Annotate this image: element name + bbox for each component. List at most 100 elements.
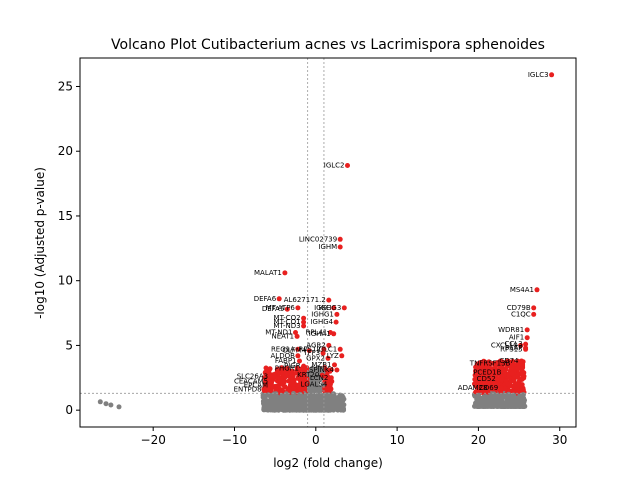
data-point xyxy=(494,362,500,368)
labeled-point xyxy=(519,358,524,364)
data-point xyxy=(341,407,347,413)
data-point xyxy=(498,359,504,364)
data-point xyxy=(325,374,330,380)
labeled-point xyxy=(295,346,301,352)
data-point xyxy=(289,379,295,385)
data-point xyxy=(103,401,109,407)
labeled-point xyxy=(327,381,333,387)
data-point xyxy=(294,394,299,400)
data-point xyxy=(313,369,319,375)
data-point xyxy=(331,394,337,400)
data-point xyxy=(327,368,333,374)
data-point xyxy=(491,375,497,381)
data-point xyxy=(268,388,274,394)
gene-label: ALDOB xyxy=(271,352,296,360)
data-point xyxy=(108,402,114,408)
labeled-point xyxy=(524,327,530,333)
data-point xyxy=(488,369,494,375)
y-tick-label: 15 xyxy=(58,209,73,223)
data-point xyxy=(307,406,313,412)
data-point xyxy=(517,376,523,382)
data-point xyxy=(263,378,269,384)
y-tick-label: 5 xyxy=(65,338,73,352)
gene-label: DEFA6 xyxy=(254,295,277,303)
x-tick-label: 10 xyxy=(389,433,404,447)
data-point xyxy=(519,387,525,393)
gene-label: DEFA5 xyxy=(262,305,284,313)
labeled-point xyxy=(339,353,345,359)
data-point xyxy=(481,402,487,408)
data-point xyxy=(515,358,521,364)
gene-label: RPS12 xyxy=(298,345,320,353)
labeled-point xyxy=(268,383,274,389)
labeled-point xyxy=(325,355,331,361)
data-point xyxy=(476,403,482,409)
labeled-point xyxy=(276,296,282,302)
data-point xyxy=(340,398,346,403)
labeled-point xyxy=(534,287,540,293)
gene-label: IGHM xyxy=(318,243,337,251)
gene-label: PCED1B xyxy=(473,369,501,377)
gene-label: FABP1 xyxy=(275,357,297,365)
data-point xyxy=(273,405,279,411)
gene-label: KRT20 xyxy=(297,371,319,379)
labeled-point xyxy=(510,361,516,367)
gene-label: CD79B xyxy=(507,304,531,312)
data-point xyxy=(318,366,324,372)
data-point xyxy=(303,401,309,407)
labeled-point xyxy=(345,163,350,168)
data-point xyxy=(481,390,486,395)
labeled-point xyxy=(334,367,340,373)
gene-label: ADAM28 xyxy=(458,384,488,392)
gene-label: IGLC1 xyxy=(316,345,337,353)
data-point xyxy=(502,403,508,409)
x-tick-label: 20 xyxy=(471,433,486,447)
labeled-point xyxy=(337,346,343,352)
labeled-point xyxy=(293,330,298,335)
data-point xyxy=(280,407,286,413)
labeled-point xyxy=(498,385,504,391)
gene-label: CD69 xyxy=(479,384,498,392)
labeled-point xyxy=(306,348,312,354)
labeled-point xyxy=(488,385,494,391)
data-point xyxy=(506,391,512,397)
axes-border xyxy=(79,57,577,428)
data-point xyxy=(304,376,310,382)
labeled-point xyxy=(549,72,555,78)
data-point xyxy=(335,400,340,406)
data-point xyxy=(508,397,514,403)
axes-frame xyxy=(79,57,577,428)
gene-label: AIF1 xyxy=(509,334,524,342)
gene-label: CD74 xyxy=(499,357,519,365)
gene-label: LYZ xyxy=(327,352,339,360)
labeled-point xyxy=(320,350,326,356)
labeled-point xyxy=(295,353,301,359)
data-point xyxy=(518,402,523,408)
data-point xyxy=(519,382,525,388)
data-point xyxy=(325,392,331,398)
labeled-point xyxy=(523,346,529,352)
data-point xyxy=(497,365,503,371)
gene-label: GPX2 xyxy=(306,354,325,362)
data-point xyxy=(266,404,271,410)
labeled-point xyxy=(334,311,340,317)
gene-label: LCN2 xyxy=(310,374,328,382)
y-tick-label: 10 xyxy=(58,274,73,288)
labeled-point xyxy=(524,335,530,341)
data-point xyxy=(309,380,315,386)
labeled-point xyxy=(518,342,524,348)
data-point xyxy=(495,382,501,388)
data-point xyxy=(271,395,277,401)
labeled-point xyxy=(331,331,337,337)
data-point xyxy=(315,384,321,389)
gene-label: IGKC xyxy=(314,304,331,312)
data-point xyxy=(318,394,324,400)
data-point xyxy=(288,397,294,403)
labeled-point xyxy=(268,374,274,379)
gene-label: C1QC xyxy=(511,310,531,318)
labeled-point xyxy=(332,362,337,368)
gene-label: MZB1 xyxy=(311,361,331,369)
data-point xyxy=(505,381,511,387)
labeled-point xyxy=(321,346,327,352)
gene-label: IGHG3 xyxy=(319,304,342,312)
